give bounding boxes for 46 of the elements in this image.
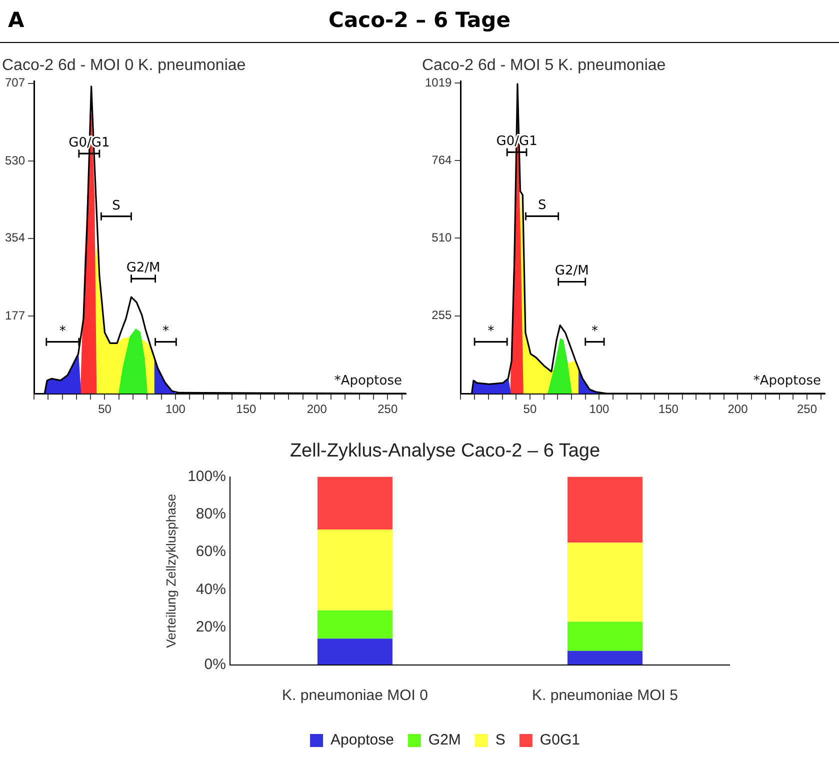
text: Caco-2 – 6 Tage — [328, 8, 510, 32]
chart-title: Zell-Zyklus-Analyse Caco-2 – 6 Tage — [290, 440, 600, 462]
y-tick-label: 40% — [196, 580, 226, 598]
series-label: * — [59, 324, 66, 339]
y-tick-label: 177 — [4, 308, 26, 322]
legend-label: Apoptose — [330, 732, 394, 749]
y-axis-title: Verteilung Zellzyklusphase — [163, 494, 178, 648]
y-tick-label: 0% — [204, 656, 226, 674]
y-tick-label: 707 — [4, 76, 26, 90]
x-tick-label: K. pneumoniae MOI 5 — [532, 687, 678, 704]
series-label: * — [488, 324, 495, 339]
x-tick-label: 150 — [658, 402, 679, 416]
series-label: S — [538, 198, 546, 214]
x-tick-label: 200 — [728, 402, 748, 416]
series-label: G2/M — [126, 260, 160, 276]
x-tick-label: K. pneumoniae MOI 0 — [282, 687, 428, 704]
series-label: * — [591, 324, 598, 339]
y-tick-label: 100% — [188, 468, 226, 485]
x-tick-label: 50 — [98, 402, 112, 416]
text: A — [8, 8, 24, 32]
chart-title: Caco-2 6d - MOI 5 K. pneumoniae — [422, 57, 666, 74]
x-tick-label: 250 — [378, 402, 398, 416]
y-tick-label: 764 — [432, 153, 452, 168]
x-tick-label: 100 — [165, 402, 186, 416]
legend-label: G0G1 — [540, 732, 580, 749]
y-tick-label: 1019 — [424, 75, 452, 90]
y-tick-label: 20% — [196, 618, 226, 636]
x-tick-label: 200 — [306, 402, 328, 416]
chart-title: Caco-2 6d - MOI 0 K. pneumoniae — [2, 57, 246, 74]
annotation: *Apoptose — [753, 373, 821, 388]
x-tick-label: 150 — [236, 402, 257, 416]
y-tick-label: 80% — [196, 506, 226, 523]
legend-label: S — [495, 732, 506, 749]
legend-label: G2M — [428, 732, 461, 749]
annotation: *Apoptose — [334, 373, 402, 388]
series-label: * — [162, 324, 170, 339]
x-tick-label: 100 — [589, 402, 610, 416]
x-tick-label: 50 — [523, 402, 537, 416]
y-tick-label: 530 — [4, 153, 26, 168]
series-label: G2/M — [554, 264, 589, 279]
y-tick-label: 354 — [4, 230, 26, 245]
series-label: S — [112, 198, 120, 214]
x-tick-label: 250 — [796, 402, 818, 416]
y-tick-label: 510 — [432, 230, 452, 244]
y-tick-label: 60% — [196, 543, 226, 560]
y-tick-label: 255 — [432, 308, 452, 322]
